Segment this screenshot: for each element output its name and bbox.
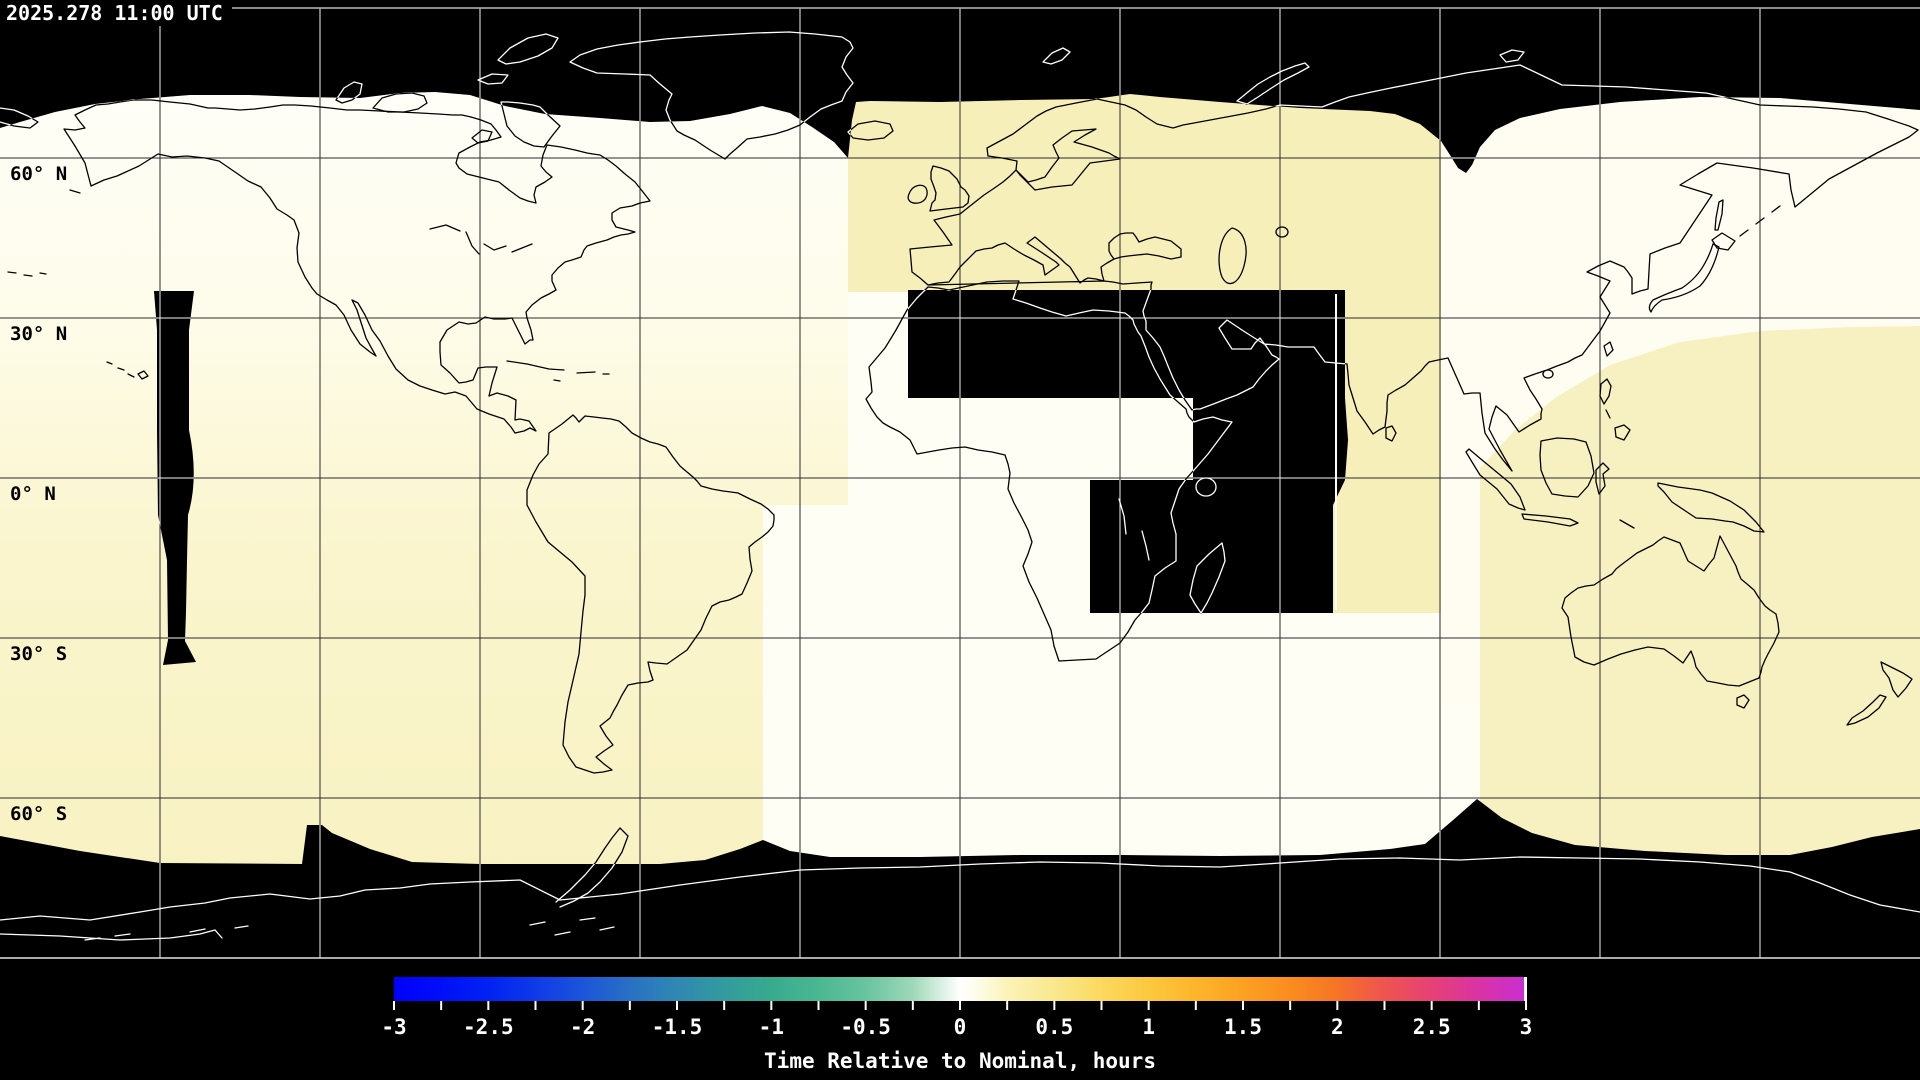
colorbar-tick-label: 2: [1331, 1015, 1344, 1039]
lat-label-30n: 30° N: [10, 323, 67, 345]
colorbar-tick-label: -2: [570, 1015, 595, 1039]
colorbar-gradient-bar: [394, 977, 1526, 1001]
colorbar-tick-label: -2.5: [463, 1015, 514, 1039]
lat-label-60n: 60° N: [10, 163, 67, 185]
colorbar-end-cap: [1524, 977, 1527, 1001]
timestamp: 2025.278 11:00 UTC: [6, 1, 223, 25]
lat-label-30s: 30° S: [10, 643, 67, 665]
colorbar-tick-label: 0.5: [1035, 1015, 1073, 1039]
colorbar-tick-label: 0: [954, 1015, 967, 1039]
colorbar-tick-label: 1.5: [1224, 1015, 1262, 1039]
colorbar-ticks: [393, 1001, 1527, 1010]
timestamp-backing: [0, 0, 232, 26]
colorbar-tick-labels: -3 -2.5 -2 -1.5 -1 -0.5 0 0.5 1 1.5 2 2.5 3: [381, 1015, 1532, 1039]
colorbar: -3 -2.5 -2 -1.5 -1 -0.5 0 0.5 1 1.5 2 2.5 3 Time Rel…: [381, 977, 1532, 1073]
graticule-over-nodata: [0, 8, 1920, 958]
latitude-labels: 60° N 30° N 0° N 30° S 60° S: [10, 163, 67, 825]
colorbar-tick-label: 2.5: [1413, 1015, 1451, 1039]
colorbar-tick-label: -3: [381, 1015, 406, 1039]
colorbar-tick-label: 1: [1142, 1015, 1155, 1039]
lat-label-0n: 0° N: [10, 483, 56, 505]
colorbar-title: Time Relative to Nominal, hours: [764, 1049, 1156, 1073]
colorbar-tick-label: -0.5: [840, 1015, 891, 1039]
lat-label-60s: 60° S: [10, 803, 67, 825]
colorbar-tick-label: -1: [759, 1015, 784, 1039]
colorbar-tick-label: -1.5: [652, 1015, 703, 1039]
colorbar-tick-label: 3: [1520, 1015, 1533, 1039]
